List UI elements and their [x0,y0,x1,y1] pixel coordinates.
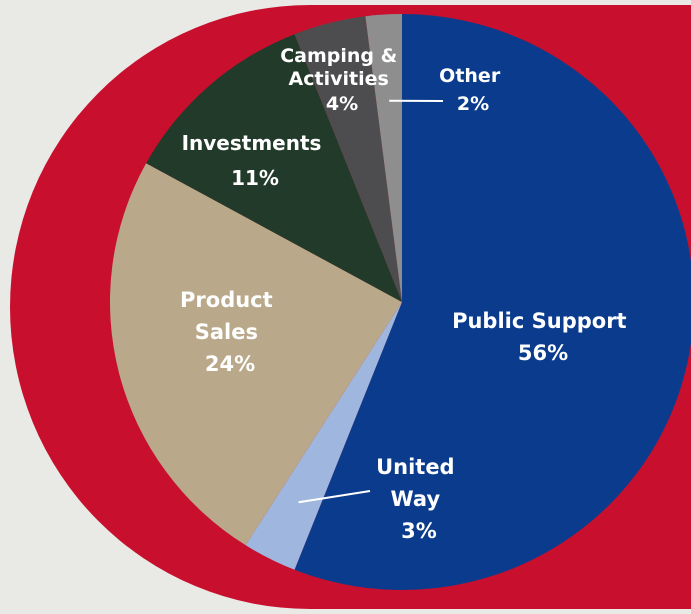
label-other: Other 2% [439,65,507,115]
slice-labels: Public Support 56% United Way 3% Product… [180,45,634,543]
slice-investments [146,34,402,302]
leader-line-united-way [298,490,371,504]
slice-camping-activities [294,16,402,303]
pie-slices [109,14,691,590]
label-camping-activities: Camping & Activities 4% [280,45,404,115]
slice-united-way [245,302,402,570]
slice-public-support [294,14,691,590]
slice-product-sales [109,163,402,546]
label-investments: Investments 11% [182,131,329,190]
label-united-way: United Way 3% [376,455,462,543]
label-public-support: Public Support 56% [452,309,634,365]
leader-lines [298,99,444,504]
slice-other [365,14,402,302]
label-product-sales: Product Sales 24% [180,288,280,376]
